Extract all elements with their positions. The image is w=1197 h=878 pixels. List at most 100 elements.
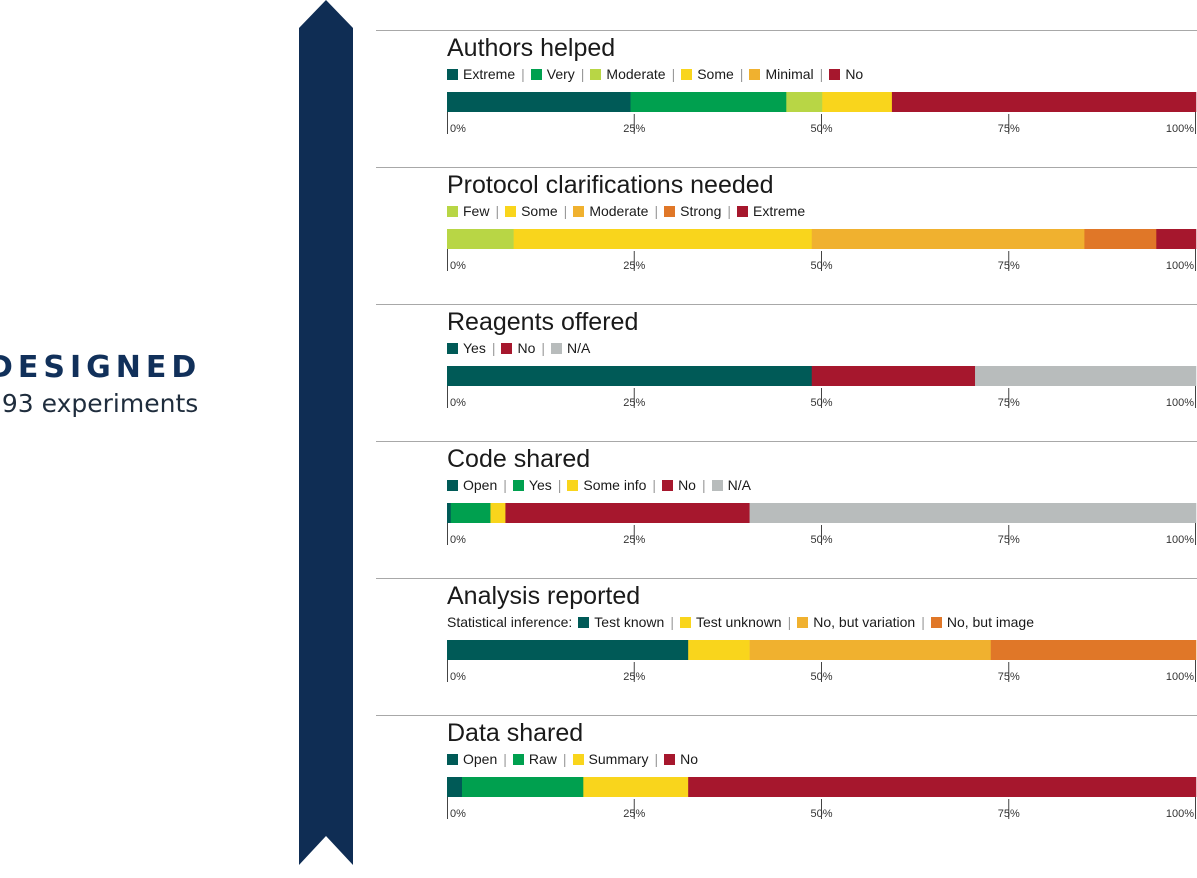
legend-swatch [530, 68, 542, 80]
tick-label: 25% [623, 534, 645, 546]
tick-label: 50% [810, 397, 832, 409]
legend-label: No [680, 751, 698, 767]
legend-swatch [664, 205, 676, 217]
legend-item-no: No [501, 339, 535, 357]
panel-divider [376, 30, 1197, 31]
stacked-bar-chart: 0% 25% 50% 75% 100% [447, 366, 1197, 409]
tick-label: 0% [450, 534, 466, 546]
tick-label: 0% [450, 260, 466, 272]
legend-swatch [681, 68, 693, 80]
legend-separator: | [739, 66, 744, 82]
legend-separator: | [521, 66, 525, 82]
stage-subtitle: 193 experiments [0, 389, 199, 418]
legend-separator: | [670, 614, 674, 630]
legend-swatch [797, 616, 809, 628]
stacked-bar-chart: 0% 25% 50% 75% 100% [447, 503, 1197, 546]
bar-segment-few [447, 229, 514, 249]
tick-label: 25% [623, 123, 645, 135]
legend-label: Moderate [606, 66, 666, 82]
tick-label: 75% [998, 260, 1020, 272]
legend-swatch [447, 342, 458, 354]
bar-segment-test-known [447, 640, 689, 660]
legend-item-moderate: Moderate [590, 65, 666, 83]
legend-swatch [512, 753, 524, 765]
legend-prefix: Statistical inference: [447, 614, 573, 630]
panel-divider [376, 578, 1197, 579]
tick-label: 25% [623, 260, 645, 272]
legend-swatch [578, 616, 590, 628]
legend-label: Some info [583, 477, 647, 493]
legend-swatch [501, 342, 513, 354]
legend-swatch [447, 479, 458, 491]
legend-label: No [845, 66, 864, 82]
legend-label: Strong [680, 203, 722, 219]
legend-item-strong: Strong [664, 202, 721, 220]
bar-segment-extreme [1156, 229, 1197, 249]
legend-separator: | [503, 751, 507, 767]
chart-panel-protocol-clarifications-needed: Protocol clarifications needed Few | Some | M… [376, 167, 1197, 277]
stacked-bar-chart: 0% 25% 50% 75% 100% [447, 229, 1197, 272]
legend-separator: | [787, 614, 792, 630]
legend-item-yes: Yes [447, 339, 486, 357]
chart-title: Reagents offered [447, 308, 639, 336]
legend-label: Some [697, 66, 734, 82]
tick-label: 50% [810, 123, 832, 135]
chart-legend: Open | Yes | Some info | No | N/A [447, 476, 751, 494]
legend-item-extreme: Extreme [447, 65, 515, 83]
bar-segment-open [447, 777, 463, 797]
tick-label: 50% [810, 260, 832, 272]
tick-label: 100% [1166, 397, 1194, 409]
legend-separator: | [727, 203, 731, 219]
legend-separator: | [654, 751, 659, 767]
stage-ribbon [299, 0, 353, 865]
legend-swatch [930, 616, 942, 628]
legend-label: Extreme [463, 66, 516, 82]
legend-swatch [505, 205, 517, 217]
tick-label: 25% [623, 671, 645, 683]
legend-swatch [551, 342, 563, 354]
legend-separator: | [580, 66, 585, 82]
legend-swatch [662, 479, 674, 491]
legend-swatch [567, 479, 579, 491]
legend-label: No [517, 340, 536, 356]
chart-panel-authors-helped: Authors helped Extreme | Very | Moderate | Some… [376, 30, 1197, 140]
legend-item-n-a: N/A [551, 339, 590, 357]
tick-label: 0% [450, 397, 466, 409]
tick-label: 100% [1166, 808, 1194, 820]
legend-item-some: Some [505, 202, 558, 220]
tick-label: 75% [998, 808, 1020, 820]
bar-segment-n-a [975, 366, 1197, 386]
panel-divider [376, 441, 1197, 442]
bar-segment-raw [461, 777, 584, 797]
legend-item-test-unknown: Test unknown [679, 613, 782, 631]
legend-item-raw: Raw [512, 750, 557, 768]
panel-divider [376, 304, 1197, 305]
legend-label: N/A [727, 477, 751, 493]
legend-separator: | [671, 66, 676, 82]
legend-item-yes: Yes [512, 476, 552, 494]
panel-divider [376, 715, 1197, 716]
legend-separator: | [562, 751, 567, 767]
legend-label: Extreme [753, 203, 806, 219]
legend-item-n-a: N/A [711, 476, 751, 494]
chart-panel-reagents-offered: Reagents offered Yes | No | N/A 0% 25% 50% 75% 100… [376, 304, 1197, 414]
stacked-bar-chart: 0% 25% 50% 75% 100% [447, 92, 1197, 135]
legend-label: Open [463, 477, 498, 493]
legend-label: Test unknown [695, 614, 782, 630]
ribbon-shape [299, 0, 353, 865]
tick-label: 50% [810, 671, 832, 683]
stacked-bar-chart: 0% 25% 50% 75% 100% [447, 777, 1197, 820]
legend-item-test-known: Test known [578, 613, 664, 631]
chart-title: Analysis reported [447, 582, 641, 610]
legend-item-open: Open [447, 750, 497, 768]
legend-separator: | [921, 614, 925, 630]
legend-swatch [590, 68, 602, 80]
bar-segment-some [822, 92, 893, 112]
legend-swatch [447, 205, 458, 217]
legend-separator: | [541, 340, 546, 356]
tick-label: 75% [998, 123, 1020, 135]
bar-segment-moderate [811, 229, 1085, 249]
tick-label: 25% [623, 397, 645, 409]
legend-label: Test known [594, 614, 665, 630]
tick-label: 25% [623, 808, 645, 820]
